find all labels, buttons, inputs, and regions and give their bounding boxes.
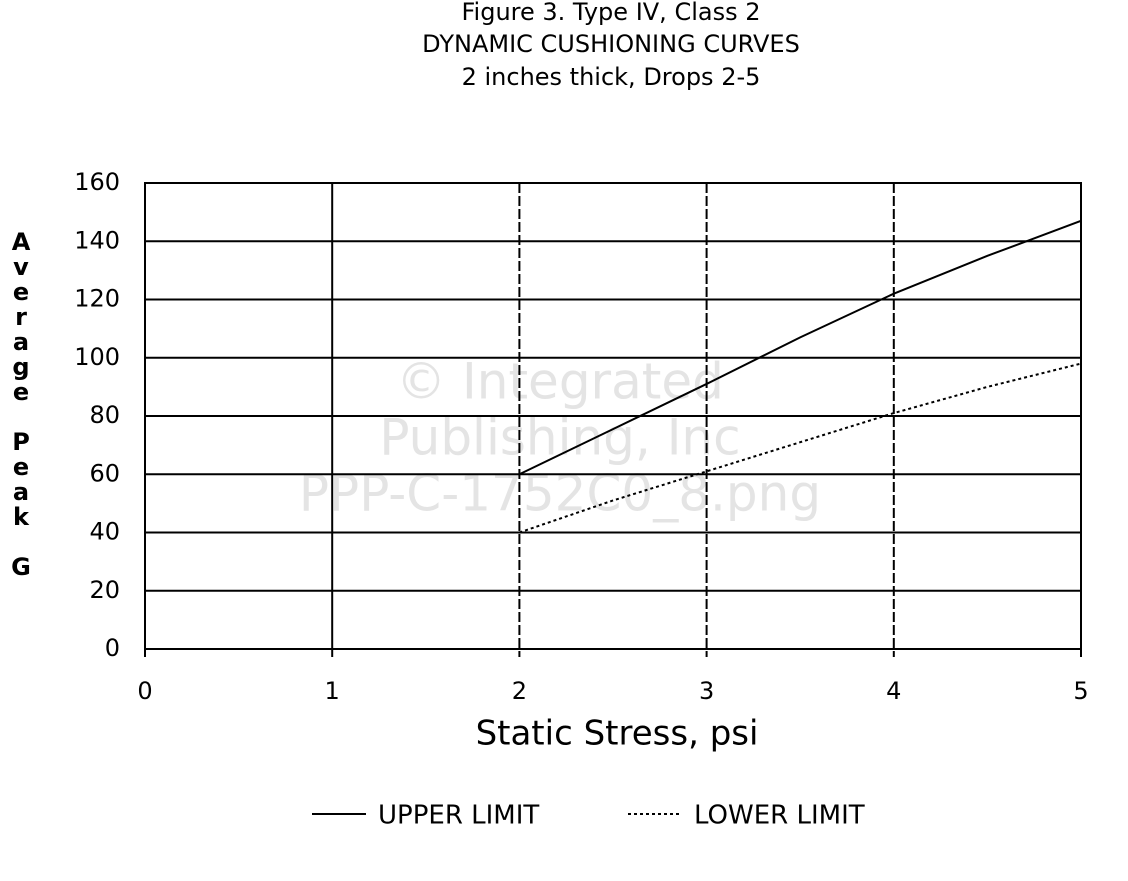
y-tick-label: 60 [89, 459, 120, 487]
x-tick-label: 3 [699, 677, 714, 705]
y-tick-label: 0 [105, 634, 120, 662]
y-tick-label: 80 [89, 401, 120, 429]
data-line [519, 362, 1082, 534]
y-tick-label: 20 [89, 576, 120, 604]
watermark: PPP-C-1752C0_8.png [299, 465, 821, 523]
x-tick-label: 5 [1073, 677, 1088, 705]
chart-title: Figure 3. Type IV, Class 2 [462, 0, 761, 26]
y-tick-label: 100 [74, 343, 120, 371]
legend-label: LOWER LIMIT [694, 801, 865, 831]
legend-label: UPPER LIMIT [378, 801, 539, 831]
y-tick-label: 160 [74, 168, 120, 196]
watermark: © Integrated [396, 353, 724, 411]
x-tick-label: 0 [137, 677, 152, 705]
x-tick-label: 2 [512, 677, 527, 705]
y-tick-label: 40 [89, 518, 120, 546]
chart-subtitle: 2 inches thick, Drops 2-5 [462, 63, 761, 91]
x-tick-label: 1 [325, 677, 340, 705]
y-axis-label: Average Peak G [7, 228, 35, 578]
watermark: Publishing, Inc [379, 409, 740, 467]
y-tick-label: 120 [74, 285, 120, 313]
chart-subtitle: DYNAMIC CUSHIONING CURVES [422, 30, 800, 58]
plot-frame [144, 182, 1082, 650]
y-tick-label: 140 [74, 226, 120, 254]
data-line [518, 219, 1082, 476]
x-tick-label: 4 [886, 677, 901, 705]
x-axis-label: Static Stress, psi [476, 714, 759, 754]
